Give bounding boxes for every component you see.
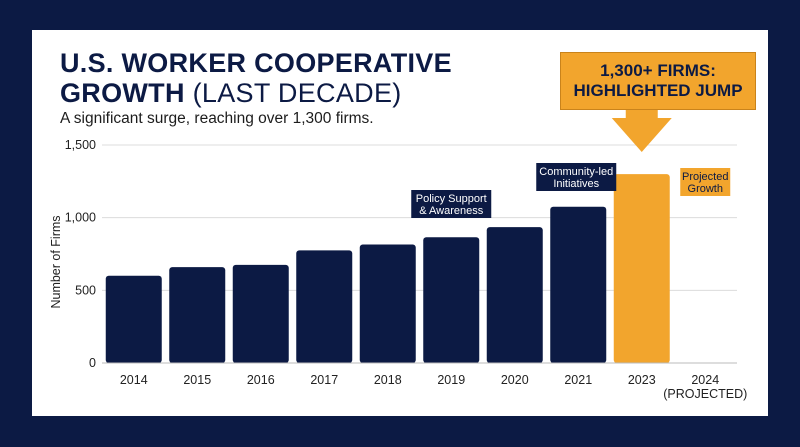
x-tick-label: 2018 — [374, 373, 402, 387]
chart-title: U.S. WORKER COOPERATIVE GROWTH (LAST DEC… — [60, 48, 452, 108]
annotation-text: Initiatives — [553, 178, 599, 190]
x-tick-label: 2024 — [691, 373, 719, 387]
annotation-text: Growth — [688, 183, 723, 195]
title-normal-part: (LAST DECADE) — [192, 78, 402, 108]
y-tick-label: 1,500 — [65, 138, 96, 152]
y-tick-label: 500 — [75, 283, 96, 297]
x-tick-label: 2016 — [247, 373, 275, 387]
x-tick-label: 2020 — [501, 373, 529, 387]
y-axis-title: Number of Firms — [49, 215, 63, 308]
x-tick-label: 2015 — [183, 373, 211, 387]
x-tick-label: (PROJECTED) — [663, 387, 747, 401]
annotation-box — [411, 190, 492, 218]
highlight-bar — [613, 174, 670, 363]
annotation-text: & Awareness — [419, 205, 484, 217]
y-tick-label: 0 — [89, 356, 96, 370]
bar — [550, 206, 607, 363]
bar — [423, 237, 480, 363]
annotation-text: Policy Support — [416, 193, 487, 205]
title-bold-word: GROWTH — [60, 78, 185, 108]
bar — [105, 275, 162, 363]
annotation-box — [680, 168, 731, 196]
bar — [486, 227, 543, 363]
title-line-1: U.S. WORKER COOPERATIVE — [60, 48, 452, 78]
annotation-text: Community-led — [539, 166, 613, 178]
x-tick-label: 2014 — [120, 373, 148, 387]
y-tick-label: 1,000 — [65, 211, 96, 225]
x-tick-label: 2021 — [564, 373, 592, 387]
bar — [232, 264, 289, 363]
highlight-callout: 1,300+ FIRMS: HIGHLIGHTED JUMP — [560, 52, 756, 110]
bar — [169, 267, 226, 363]
x-tick-label: 2023 — [628, 373, 656, 387]
chart-subtitle: A significant surge, reaching over 1,300… — [60, 110, 374, 127]
bar — [359, 244, 416, 363]
annotation-text: Projected — [682, 171, 728, 183]
bar-chart: 0 500 1,000 1,500 Number of Firms 2014 2015 201… — [49, 80, 747, 401]
chart-card: U.S. WORKER COOPERATIVE GROWTH (LAST DEC… — [32, 30, 768, 416]
bar — [296, 250, 353, 363]
annotation-box — [536, 163, 617, 191]
x-tick-label: 2019 — [437, 373, 465, 387]
x-tick-label: 2017 — [310, 373, 338, 387]
